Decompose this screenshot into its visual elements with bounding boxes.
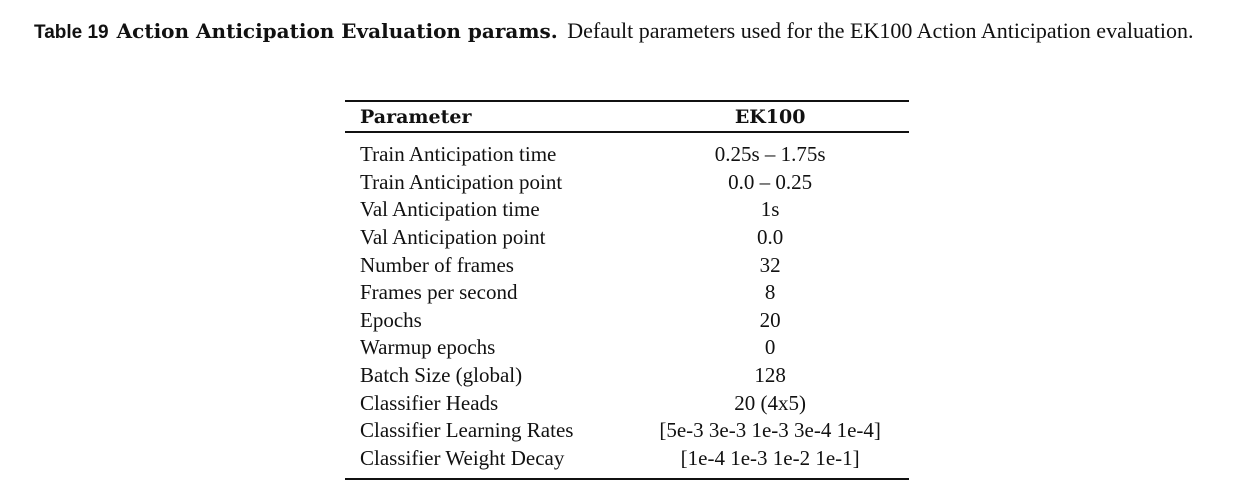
parameter-name: Train Anticipation time	[360, 142, 557, 167]
table-row: Val Anticipation time 1s	[345, 196, 909, 224]
table-row: Val Anticipation point 0.0	[345, 224, 909, 252]
table-row: Train Anticipation point 0.0 – 0.25	[345, 169, 909, 197]
table-row: Batch Size (global) 128	[345, 362, 909, 390]
table-row: Classifier Weight Decay [1e-4 1e-3 1e-2 …	[345, 444, 909, 481]
parameter-value: 0.0	[757, 225, 784, 250]
table-header-row: Parameter EK100	[345, 100, 909, 133]
table-row: Warmup epochs 0	[345, 334, 909, 362]
table-number: Table 19	[34, 22, 109, 43]
parameter-value: 32	[759, 252, 781, 277]
table-row: Classifier Heads 20 (4x5)	[345, 389, 909, 417]
column-header-parameter: Parameter	[345, 100, 632, 133]
parameter-value: 8	[764, 280, 776, 305]
parameter-value: 128	[754, 363, 786, 388]
table-row: Classifier Learning Rates [5e-3 3e-3 1e-…	[345, 417, 909, 445]
parameter-name: Frames per second	[360, 280, 518, 305]
table-row: Frames per second 8	[345, 279, 909, 307]
parameter-value: [5e-3 3e-3 1e-3 3e-4 1e-4]	[659, 418, 881, 443]
parameter-value: 1s	[760, 197, 780, 222]
parameters-table: Parameter EK100 Train Anticipation time …	[345, 100, 909, 481]
parameter-value: 0.0 – 0.25	[728, 169, 813, 194]
parameter-value: 20 (4x5)	[734, 390, 807, 415]
parameter-value: 0.25s – 1.75s	[714, 142, 826, 167]
parameter-name: Number of frames	[360, 252, 514, 277]
parameter-name: Warmup epochs	[360, 335, 496, 360]
table-caption: Table 19 Action Anticipation Evaluation p…	[34, 17, 1224, 47]
parameter-value: [1e-4 1e-3 1e-2 1e-1]	[631, 444, 909, 481]
table-row: Epochs 20	[345, 307, 909, 335]
parameter-name: Epochs	[360, 307, 422, 332]
parameter-name: Classifier Learning Rates	[360, 418, 574, 443]
caption-text: Default parameters used for the EK100 Ac…	[567, 18, 1194, 43]
parameter-name: Batch Size (global)	[360, 363, 523, 388]
table-row: Number of frames 32	[345, 251, 909, 279]
parameter-value: 20	[759, 307, 781, 332]
table-row: Train Anticipation time 0.25s – 1.75s	[345, 132, 909, 169]
parameter-name: Classifier Heads	[360, 390, 499, 415]
parameter-name: Classifier Weight Decay	[345, 444, 632, 481]
column-header-ek100: EK100	[631, 100, 909, 133]
table-title: Action Anticipation Evaluation params.	[116, 19, 558, 43]
parameter-value: 0	[764, 335, 776, 360]
parameter-name: Val Anticipation point	[360, 225, 546, 250]
parameter-name: Train Anticipation point	[360, 169, 563, 194]
parameter-name: Val Anticipation time	[360, 197, 540, 222]
